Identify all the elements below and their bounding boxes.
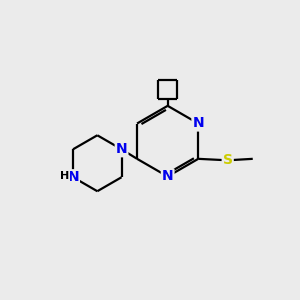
Text: H: H <box>60 171 70 181</box>
Text: S: S <box>223 153 233 167</box>
Text: N: N <box>162 169 173 184</box>
Text: N: N <box>67 170 79 184</box>
Text: N: N <box>116 142 127 156</box>
Text: N: N <box>193 116 204 130</box>
